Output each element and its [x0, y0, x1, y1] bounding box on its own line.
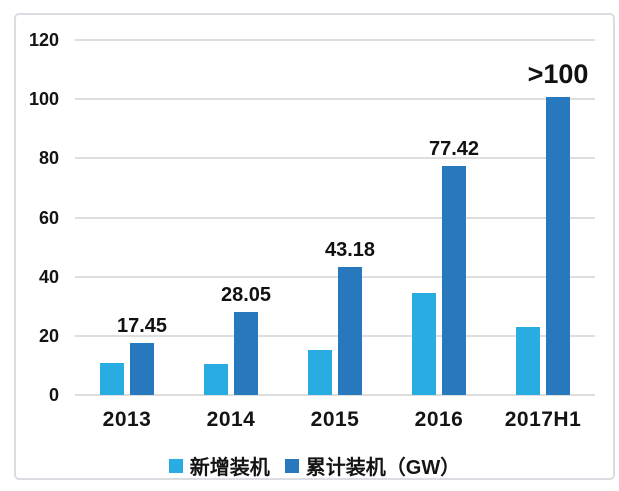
chart-legend: 新增装机 累计装机（GW）	[16, 451, 613, 480]
bar-series-1-2014	[234, 312, 258, 395]
bar-series-0-2013	[100, 362, 124, 395]
gridline-20	[75, 334, 595, 337]
y-tick-label-120: 120	[28, 30, 59, 50]
bar-series-0-2014	[204, 363, 228, 395]
y-tick-label-20: 20	[38, 325, 59, 346]
data-label-2015: 43.18	[324, 239, 376, 262]
legend-swatch-icon	[284, 458, 299, 473]
data-label-2017H1: >100	[527, 59, 589, 90]
gridline-100	[75, 98, 595, 101]
bar-series-1-2013	[130, 343, 154, 395]
bar-series-1-2015	[338, 267, 362, 395]
legend-item-0: 新增装机	[168, 451, 270, 480]
gridline-60	[75, 216, 595, 219]
y-tick-label-60: 60	[38, 207, 59, 228]
bar-series-0-2015	[308, 350, 332, 395]
y-tick-label-40: 40	[38, 266, 59, 287]
y-tick-label-80: 80	[38, 148, 59, 169]
data-label-2014: 28.05	[220, 284, 272, 307]
y-tick-label-100: 100	[28, 89, 59, 110]
gridline-0	[75, 394, 595, 396]
data-label-2013: 17.45	[116, 315, 168, 338]
legend-item-1: 累计装机（GW）	[284, 451, 461, 480]
data-label-2016: 77.42	[428, 137, 480, 160]
chart-panel: 新增装机 累计装机（GW） 0 20 40 60 80 100 120 17.45 2013 28.…	[14, 13, 615, 480]
x-tick-label-2016: 2016	[414, 408, 464, 431]
gridline-80	[75, 157, 595, 160]
bar-series-0-2017H1	[516, 326, 540, 395]
gridline-120	[75, 39, 595, 41]
x-tick-label-2014: 2014	[206, 408, 256, 431]
bar-series-0-2016	[412, 292, 436, 395]
bar-series-1-2016	[442, 165, 466, 395]
bar-series-1-2017H1	[546, 97, 570, 395]
legend-swatch-icon	[168, 458, 183, 473]
legend-label: 累计装机（GW）	[305, 457, 461, 479]
x-tick-label-2017H1: 2017H1	[504, 408, 582, 431]
gridline-40	[75, 275, 595, 278]
x-tick-label-2015: 2015	[310, 408, 360, 431]
x-tick-label-2013: 2013	[102, 408, 152, 431]
y-tick-label-0: 0	[48, 385, 59, 405]
legend-label: 新增装机	[189, 457, 270, 479]
